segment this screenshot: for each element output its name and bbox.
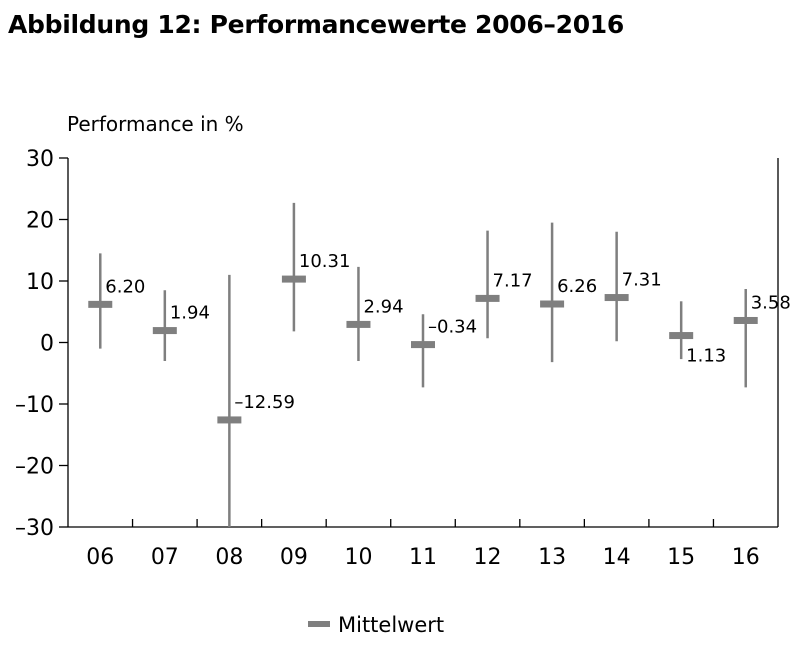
x-tick-label: 15 bbox=[667, 545, 695, 570]
value-label: 6.20 bbox=[105, 276, 145, 297]
data-marks: 6.20 1.94 –12.59 10.31 2.94 –0.34 7.17 6.26 7.31… bbox=[88, 202, 791, 527]
value-label: 7.17 bbox=[493, 270, 533, 291]
mean-marker bbox=[346, 320, 371, 328]
mean-marker bbox=[733, 316, 758, 324]
x-tick-label: 16 bbox=[732, 545, 760, 570]
value-label: 1.13 bbox=[686, 346, 726, 367]
mean-marker bbox=[540, 300, 565, 308]
y-tick-label: 30 bbox=[26, 147, 54, 172]
x-tick-label: 11 bbox=[409, 545, 437, 570]
value-label: –0.34 bbox=[428, 317, 477, 338]
chart-title: Abbildung 12: Performancewerte 2006–2016 bbox=[8, 10, 624, 39]
value-label: 7.31 bbox=[622, 270, 662, 291]
mean-marker bbox=[411, 341, 435, 349]
x-tick-label: 12 bbox=[474, 545, 502, 570]
value-label: 6.26 bbox=[557, 276, 597, 297]
x-axis-ticks: 06 07 08 09 10 11 12 13 14 15 16 bbox=[86, 519, 760, 570]
y-tick-label: –30 bbox=[15, 516, 54, 541]
mean-marker bbox=[152, 327, 177, 335]
mean-marker bbox=[281, 275, 306, 283]
y-tick-label: –20 bbox=[15, 455, 54, 480]
y-tick-label: 10 bbox=[26, 270, 54, 295]
x-tick-label: 09 bbox=[280, 545, 308, 570]
mean-marker bbox=[217, 416, 242, 424]
y-tick-label: 20 bbox=[26, 209, 54, 234]
legend: Mittelwert bbox=[308, 613, 444, 637]
x-tick-label: 06 bbox=[86, 545, 114, 570]
y-axis-label: Performance in % bbox=[67, 112, 244, 136]
mean-marker bbox=[475, 294, 500, 302]
legend-label: Mittelwert bbox=[338, 613, 444, 637]
x-tick-label: 07 bbox=[151, 545, 179, 570]
x-tick-label: 10 bbox=[344, 545, 372, 570]
value-label: 3.58 bbox=[751, 292, 791, 313]
value-label: 2.94 bbox=[363, 296, 403, 317]
x-tick-label: 14 bbox=[603, 545, 631, 570]
value-label: 1.94 bbox=[170, 303, 210, 324]
y-tick-label: –10 bbox=[15, 393, 54, 418]
mean-marker bbox=[604, 294, 629, 302]
y-tick-label: 0 bbox=[40, 332, 54, 357]
value-label: 10.31 bbox=[299, 251, 351, 272]
value-label: –12.59 bbox=[234, 392, 295, 413]
mean-marker bbox=[669, 332, 694, 340]
x-tick-label: 08 bbox=[215, 545, 243, 570]
mean-marker bbox=[88, 300, 113, 308]
y-axis-ticks: 30 20 10 0 –10 –20 –30 bbox=[15, 147, 68, 541]
x-tick-label: 13 bbox=[538, 545, 566, 570]
